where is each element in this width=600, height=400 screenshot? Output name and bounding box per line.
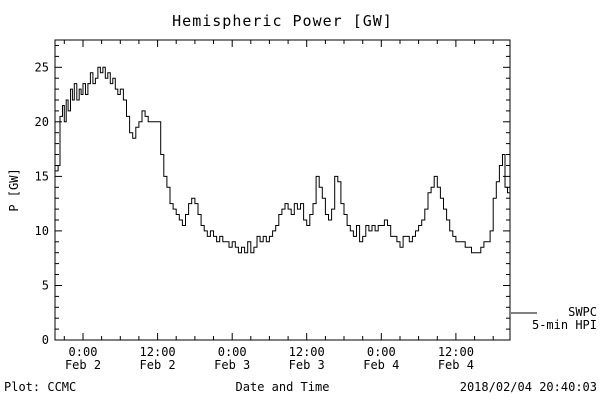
chart-title: Hemispheric Power [GW] <box>172 12 393 30</box>
x-tick-date-label: Feb 2 <box>140 358 176 372</box>
y-tick-label: 0 <box>42 333 49 347</box>
x-tick-date-label: Feb 3 <box>289 358 325 372</box>
x-tick-date-label: Feb 2 <box>65 358 101 372</box>
y-tick-label: 25 <box>35 60 49 74</box>
x-tick-time-label: 0:00 <box>218 345 247 359</box>
x-tick-time-label: 0:00 <box>367 345 396 359</box>
y-axis-label: P [GW] <box>7 168 21 212</box>
plot-timestamp: 2018/02/04 20:40:03 <box>459 380 597 394</box>
x-tick-time-label: 12:00 <box>140 345 176 359</box>
x-tick-date-label: Feb 4 <box>363 358 399 372</box>
y-tick-label: 20 <box>35 115 49 129</box>
legend-source-label: SWPC <box>568 305 597 319</box>
legend-series-label: 5-min HPI <box>531 318 597 332</box>
x-tick-date-label: Feb 4 <box>438 358 474 372</box>
plot-source-label: Plot: CCMC <box>4 380 77 394</box>
data-line <box>55 66 510 254</box>
y-tick-label: 5 <box>42 279 49 293</box>
x-axis-label: Date and Time <box>235 380 330 394</box>
x-tick-date-label: Feb 3 <box>214 358 250 372</box>
x-tick-time-label: 12:00 <box>438 345 474 359</box>
axis-box <box>54 39 511 341</box>
x-tick-time-label: 0:00 <box>69 345 98 359</box>
x-tick-time-label: 12:00 <box>289 345 325 359</box>
y-tick-label: 15 <box>35 169 49 183</box>
y-tick-label: 10 <box>35 224 49 238</box>
